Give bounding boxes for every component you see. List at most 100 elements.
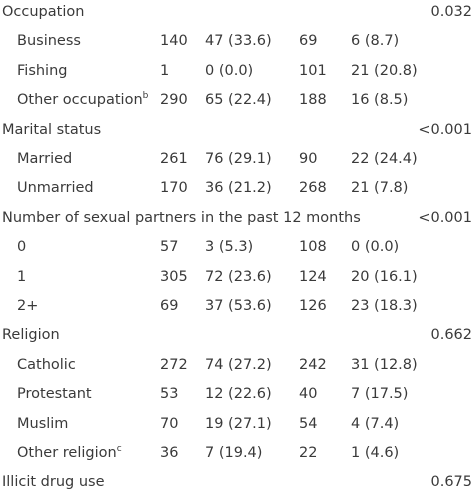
cell-count-pct-2: 16 (8.5) — [351, 92, 409, 109]
cell-count-pct-1: 65 (22.4) — [205, 92, 272, 109]
row-label-text: 2+ — [17, 298, 39, 314]
table-row: Fishing 1 0 (0.0) 101 21 (20.8) — [0, 57, 474, 85]
p-value: 0.662 — [430, 327, 472, 344]
row-label: 1 — [17, 263, 26, 291]
p-value: <0.001 — [418, 209, 472, 226]
footnote-marker: b — [142, 91, 149, 102]
cell-count-pct-1: 7 (19.4) — [205, 445, 263, 461]
table-row: Catholic 272 74 (27.2) 242 31 (12.8) — [0, 351, 474, 379]
table-row: Unmarried 170 36 (21.2) 268 21 (7.8) — [0, 174, 474, 202]
cell-total-1: 170 — [160, 180, 188, 197]
p-value: <0.001 — [418, 121, 472, 138]
cell-total-2: 101 — [299, 62, 327, 79]
section-header-row: Religion 0.662 — [0, 321, 474, 349]
cell-total-1: 272 — [160, 356, 188, 373]
row-label: Catholic — [17, 351, 76, 379]
cell-total-1: 261 — [160, 151, 188, 167]
cell-total-1: 69 — [160, 298, 179, 314]
row-label-text: Protestant — [17, 386, 92, 403]
cell-total-2: 126 — [299, 298, 327, 314]
cell-count-pct-2: 4 (7.4) — [351, 415, 400, 432]
section-label: Religion — [2, 327, 60, 344]
table-row: Other occupationb 290 65 (22.4) 188 16 (8.5) — [0, 86, 474, 114]
table-row: 1 305 72 (23.6) 124 20 (16.1) — [0, 263, 474, 291]
cell-count-pct-1: 19 (27.1) — [205, 415, 272, 432]
cell-total-2: 22 — [299, 445, 318, 461]
section-label: Number of sexual partners in the past 12… — [2, 209, 361, 226]
p-value: 0.032 — [430, 4, 472, 20]
row-label-text: Catholic — [17, 356, 76, 373]
section-label: Occupation — [2, 4, 85, 20]
row-label-text: 1 — [17, 268, 27, 285]
cell-total-1: 290 — [160, 92, 188, 109]
cell-total-2: 90 — [299, 151, 318, 167]
row-label: Muslim — [17, 410, 68, 438]
section-label: Marital status — [2, 121, 102, 138]
cell-total-2: 54 — [299, 415, 318, 432]
footnote-marker: c — [116, 444, 122, 455]
row-label: Protestant — [17, 380, 92, 408]
cell-count-pct-2: 1 (4.6) — [351, 445, 400, 461]
table-row: Protestant 53 12 (22.6) 40 7 (17.5) — [0, 380, 474, 408]
cell-count-pct-2: 21 (20.8) — [351, 62, 418, 79]
row-label-text: Business — [17, 33, 81, 50]
row-label-text: Other religion — [17, 445, 117, 461]
table-row: Married 261 76 (29.1) 90 22 (24.4) — [0, 145, 474, 173]
cell-count-pct-2: 6 (8.7) — [351, 33, 400, 50]
row-label-text: Other occupation — [17, 92, 143, 109]
cell-total-1: 1 — [160, 62, 170, 79]
cell-count-pct-1: 37 (53.6) — [205, 298, 272, 314]
row-label-text: Unmarried — [17, 180, 94, 197]
row-label-text: Married — [17, 151, 73, 167]
cell-count-pct-2: 22 (24.4) — [351, 151, 418, 167]
cell-total-2: 69 — [299, 33, 318, 50]
section-label: Illicit drug use — [2, 474, 105, 491]
cell-total-1: 70 — [160, 415, 179, 432]
row-label-text: Fishing — [17, 62, 68, 79]
row-label-text: Muslim — [17, 415, 69, 432]
cell-total-2: 124 — [299, 268, 327, 285]
cell-count-pct-1: 72 (23.6) — [205, 268, 272, 285]
row-label: Unmarried — [17, 174, 94, 202]
cell-total-2: 108 — [299, 239, 327, 256]
row-label: Fishing — [17, 57, 67, 85]
cell-total-1: 53 — [160, 386, 179, 403]
section-header-row: Number of sexual partners in the past 12… — [0, 204, 474, 232]
cell-count-pct-1: 0 (0.0) — [205, 62, 254, 79]
row-label: Married — [17, 145, 72, 173]
cell-count-pct-1: 3 (5.3) — [205, 239, 254, 256]
row-label-text: 0 — [17, 239, 27, 256]
cell-total-1: 140 — [160, 33, 188, 50]
cell-total-1: 36 — [160, 445, 179, 461]
section-header-row: Illicit drug use 0.675 — [0, 468, 474, 496]
p-value: 0.675 — [430, 474, 472, 491]
cell-total-2: 268 — [299, 180, 327, 197]
cell-count-pct-2: 31 (12.8) — [351, 356, 418, 373]
table-row: Other religionc 36 7 (19.4) 22 1 (4.6) — [0, 439, 474, 467]
cell-total-2: 40 — [299, 386, 318, 403]
cell-count-pct-2: 7 (17.5) — [351, 386, 409, 403]
table-row: Muslim 70 19 (27.1) 54 4 (7.4) — [0, 410, 474, 438]
cell-count-pct-2: 20 (16.1) — [351, 268, 418, 285]
cell-total-1: 305 — [160, 268, 188, 285]
section-header-row: Occupation 0.032 — [0, 0, 474, 26]
cell-count-pct-1: 47 (33.6) — [205, 33, 272, 50]
cell-count-pct-1: 12 (22.6) — [205, 386, 272, 403]
cell-count-pct-1: 76 (29.1) — [205, 151, 272, 167]
cell-count-pct-2: 21 (7.8) — [351, 180, 409, 197]
cell-count-pct-1: 36 (21.2) — [205, 180, 272, 197]
row-label: 2+ — [17, 292, 38, 320]
row-label: 0 — [17, 233, 26, 261]
table-row: 0 57 3 (5.3) 108 0 (0.0) — [0, 233, 474, 261]
cell-total-2: 188 — [299, 92, 327, 109]
cell-total-1: 57 — [160, 239, 179, 256]
section-header-row: Marital status <0.001 — [0, 116, 474, 144]
table-row: 2+ 69 37 (53.6) 126 23 (18.3) — [0, 292, 474, 320]
row-label: Other occupationb — [17, 86, 148, 114]
row-label: Other religionc — [17, 439, 122, 467]
table-row: Business 140 47 (33.6) 69 6 (8.7) — [0, 27, 474, 55]
cell-count-pct-1: 74 (27.2) — [205, 356, 272, 373]
row-label: Business — [17, 27, 81, 55]
cell-count-pct-2: 23 (18.3) — [351, 298, 418, 314]
cell-total-2: 242 — [299, 356, 327, 373]
